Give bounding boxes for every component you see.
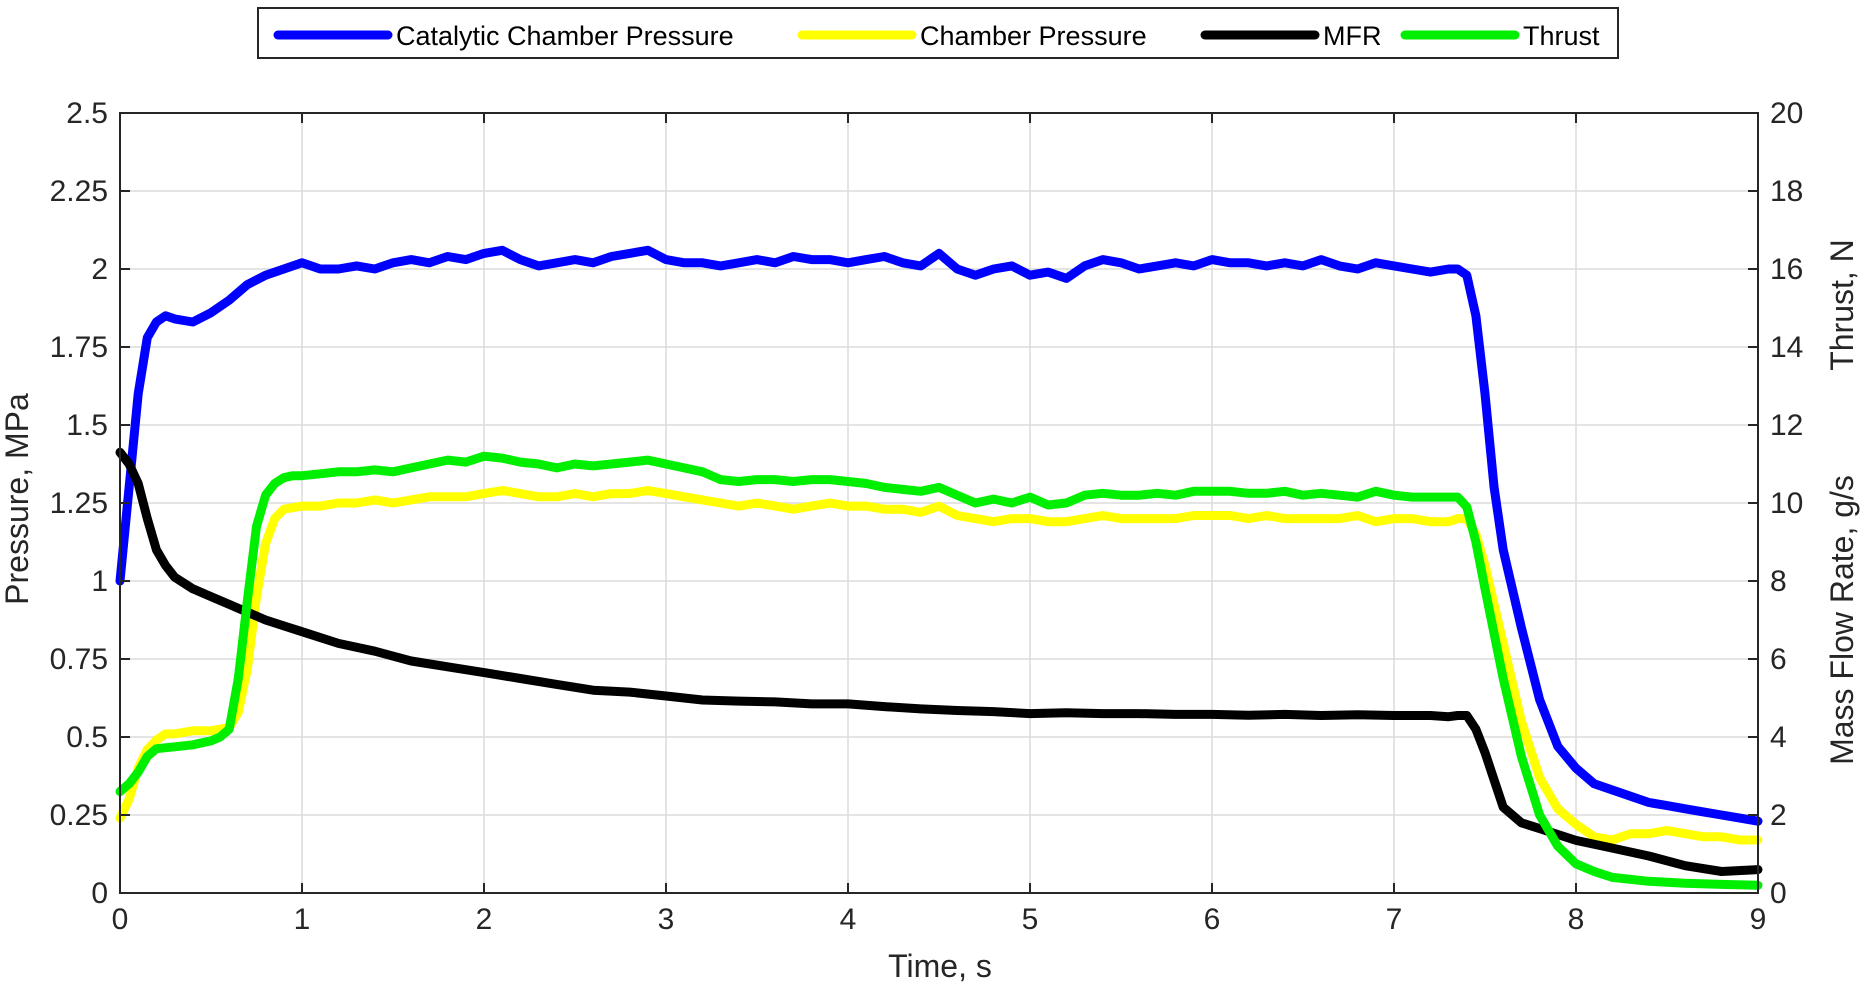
x-tick-label: 4	[840, 903, 857, 936]
y-right-tick-label: 18	[1770, 175, 1803, 208]
x-tick-label: 1	[294, 903, 311, 936]
legend: Catalytic Chamber Pressure Chamber Press…	[257, 7, 1619, 59]
legend-label-chamber: Chamber Pressure	[920, 21, 1147, 51]
y-right-tick-label: 2	[1770, 799, 1787, 832]
series-line-mfr	[115, 447, 1763, 876]
y-right-axis-label-mfr: Mass Flow Rate, g/s	[1824, 475, 1860, 765]
x-tick-label: 6	[1204, 903, 1221, 936]
y-right-tick-label: 16	[1770, 253, 1803, 286]
y-left-tick-label: 0.5	[66, 721, 108, 754]
series-line-chamber-pressure	[115, 486, 1763, 845]
axes	[119, 112, 1759, 894]
y-left-tick-label: 2.5	[66, 97, 108, 130]
y-left-tick-label: 1	[91, 565, 108, 598]
x-tick-label: 5	[1022, 903, 1039, 936]
y-left-tick-label: 1.5	[66, 409, 108, 442]
series-line-thrust	[115, 451, 1763, 890]
tick-labels: 0 1 2 3 4 5 6 7 8 900.250.50.7511.251.51.7522.252…	[50, 97, 1804, 936]
y-left-tick-label: 2	[91, 253, 108, 286]
y-right-tick-label: 10	[1770, 487, 1803, 520]
legend-label-thrust: Thrust	[1523, 21, 1600, 51]
y-right-axis-label-thrust: Thrust, N	[1824, 239, 1860, 371]
y-right-tick-label: 20	[1770, 97, 1803, 130]
x-tick-label: 0	[112, 903, 129, 936]
y-left-tick-label: 1.25	[50, 487, 108, 520]
y-left-tick-label: 2.25	[50, 175, 108, 208]
plot-frame	[119, 112, 1759, 894]
y-left-tick-label: 0.25	[50, 799, 108, 832]
x-tick-label: 2	[476, 903, 493, 936]
x-tick-label: 3	[658, 903, 675, 936]
y-right-tick-label: 14	[1770, 331, 1803, 364]
series-line-catalytic-chamber-pressure	[115, 245, 1763, 826]
legend-box	[257, 7, 1619, 59]
y-left-tick-label: 0.75	[50, 643, 108, 676]
y-left-tick-label: 1.75	[50, 331, 108, 364]
x-tick-label: 9	[1750, 903, 1767, 936]
y-right-tick-label: 6	[1770, 643, 1787, 676]
x-axis-label: Time, s	[888, 948, 992, 984]
series-group	[115, 245, 1763, 890]
y-right-tick-label: 0	[1770, 877, 1787, 910]
legend-label-mfr: MFR	[1323, 21, 1381, 51]
y-right-tick-label: 4	[1770, 721, 1787, 754]
legend-label-catalytic: Catalytic Chamber Pressure	[396, 21, 734, 51]
x-tick-label: 8	[1568, 903, 1585, 936]
y-left-tick-label: 0	[91, 877, 108, 910]
x-tick-label: 7	[1386, 903, 1403, 936]
y-right-tick-label: 12	[1770, 409, 1803, 442]
y-right-tick-label: 8	[1770, 565, 1787, 598]
y-left-axis-label: Pressure, MPa	[0, 393, 35, 605]
